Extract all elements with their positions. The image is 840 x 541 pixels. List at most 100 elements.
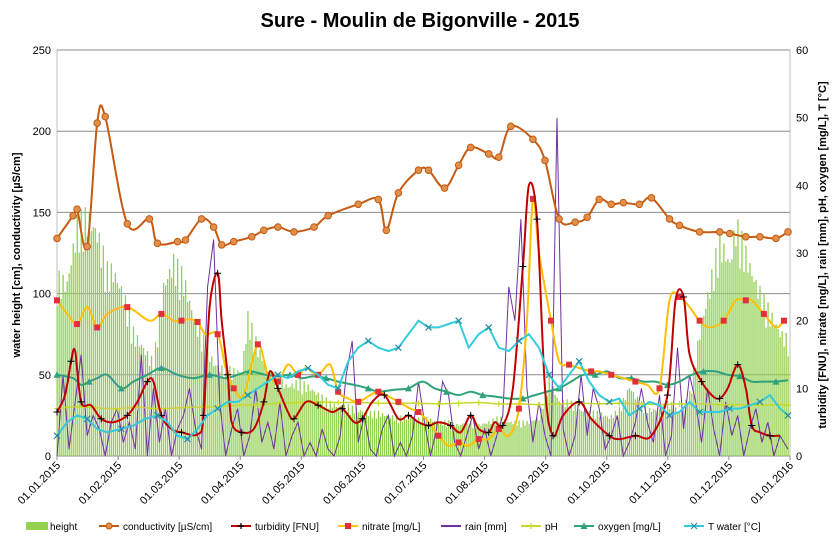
left-tick-label: 250: [33, 45, 51, 57]
turbidity-marker: [575, 398, 583, 406]
conductivity-marker: [145, 215, 154, 223]
conductivity-marker: [555, 215, 563, 223]
conductivity-marker: [354, 200, 363, 209]
nitrate-marker: [415, 409, 422, 416]
height-bar: [92, 227, 94, 456]
height-bar: [466, 421, 468, 456]
height-bar: [572, 410, 574, 456]
nitrate-marker: [375, 388, 382, 395]
height-bar: [164, 285, 167, 456]
height-bar: [717, 277, 719, 456]
t-water-marker: [117, 425, 125, 433]
height-bar: [564, 407, 566, 456]
height-bar: [675, 407, 677, 456]
legend-label: oxygen [mg/L]: [598, 522, 661, 533]
conductivity-marker: [466, 143, 475, 152]
height-bar: [580, 411, 582, 456]
height-bar: [500, 416, 502, 456]
height-bar: [136, 335, 139, 456]
height-bar: [753, 281, 755, 456]
conductivity-marker: [217, 241, 226, 249]
height-bar: [197, 336, 199, 456]
height-bar: [66, 281, 68, 456]
height-bar: [658, 408, 661, 456]
legend-item: conductivity [µS/cm]: [99, 522, 212, 533]
height-bar: [64, 291, 66, 456]
conductivity-marker: [635, 200, 644, 209]
nitrate-marker: [254, 341, 261, 348]
legend-swatch: [26, 522, 48, 530]
height-bar: [271, 381, 273, 456]
height-bar: [632, 391, 635, 456]
height-bar: [713, 291, 715, 456]
height-bar: [773, 326, 775, 456]
nitrate-marker: [760, 310, 767, 317]
height-bar: [60, 298, 62, 456]
height-bar: [417, 417, 420, 456]
left-axis-ticks: 0 50 100 150 200 250: [33, 45, 51, 463]
height-bar: [705, 308, 707, 456]
t-water-marker: [425, 324, 432, 331]
height-bar: [275, 388, 277, 456]
height-bar: [118, 288, 121, 456]
nitrate-marker: [124, 304, 131, 311]
ph-marker: [784, 402, 791, 409]
height-bar: [239, 372, 241, 456]
height-bar: [660, 411, 663, 456]
height-bar: [474, 422, 476, 456]
x-tick-label: 01.01.2015: [16, 460, 63, 507]
height-bar: [757, 298, 759, 456]
right-tick-label: 60: [796, 45, 808, 57]
height-bar: [552, 386, 554, 456]
turbidity-marker: [123, 411, 131, 419]
nitrate-marker: [274, 378, 281, 385]
legend-marker: [690, 522, 698, 530]
nitrate-marker: [54, 297, 60, 304]
t-water-marker: [756, 398, 764, 406]
t-water-marker: [244, 391, 252, 399]
nitrate-marker: [158, 310, 165, 317]
turbidity-marker: [200, 411, 208, 419]
height-bar: [438, 423, 440, 456]
height-bar: [357, 412, 360, 456]
height-bar: [193, 321, 195, 456]
height-bar: [90, 231, 92, 456]
height-bar: [62, 274, 64, 456]
height-bar: [80, 209, 82, 456]
right-tick-label: 10: [796, 383, 808, 395]
height-bar: [596, 410, 599, 456]
height-bar: [733, 230, 735, 456]
ph-marker: [274, 400, 281, 407]
conductivity-marker: [715, 228, 724, 236]
ph-marker: [194, 404, 201, 411]
ph-marker: [335, 399, 342, 406]
height-bar: [160, 312, 163, 456]
turbidity-marker: [214, 269, 222, 277]
height-bar: [518, 420, 520, 456]
left-tick-label: 150: [33, 207, 51, 219]
height-bar: [381, 412, 384, 456]
height-bar: [759, 285, 761, 456]
x-tick-label: 01.03.2015: [138, 460, 185, 507]
height-bar: [735, 246, 737, 456]
height-bar: [233, 367, 235, 456]
height-bar: [444, 420, 446, 456]
x-tick-label: 01.10.2015: [565, 460, 612, 507]
height-bar: [598, 416, 601, 456]
turbidity-marker: [224, 371, 232, 379]
height-bar: [56, 306, 58, 456]
height-bar: [725, 261, 727, 456]
height-bar: [265, 366, 267, 456]
oxygen-marker: [772, 378, 780, 385]
nitrate-marker: [230, 385, 237, 392]
ph-marker: [375, 400, 382, 407]
height-bar: [548, 375, 550, 456]
ph-marker: [716, 401, 723, 408]
t-water-marker: [545, 371, 553, 379]
height-bar: [219, 371, 221, 456]
nitrate-marker: [435, 432, 442, 439]
height-bar: [538, 420, 540, 456]
height-bar: [626, 389, 629, 456]
height-bar: [243, 350, 245, 456]
height-bar: [681, 408, 683, 456]
